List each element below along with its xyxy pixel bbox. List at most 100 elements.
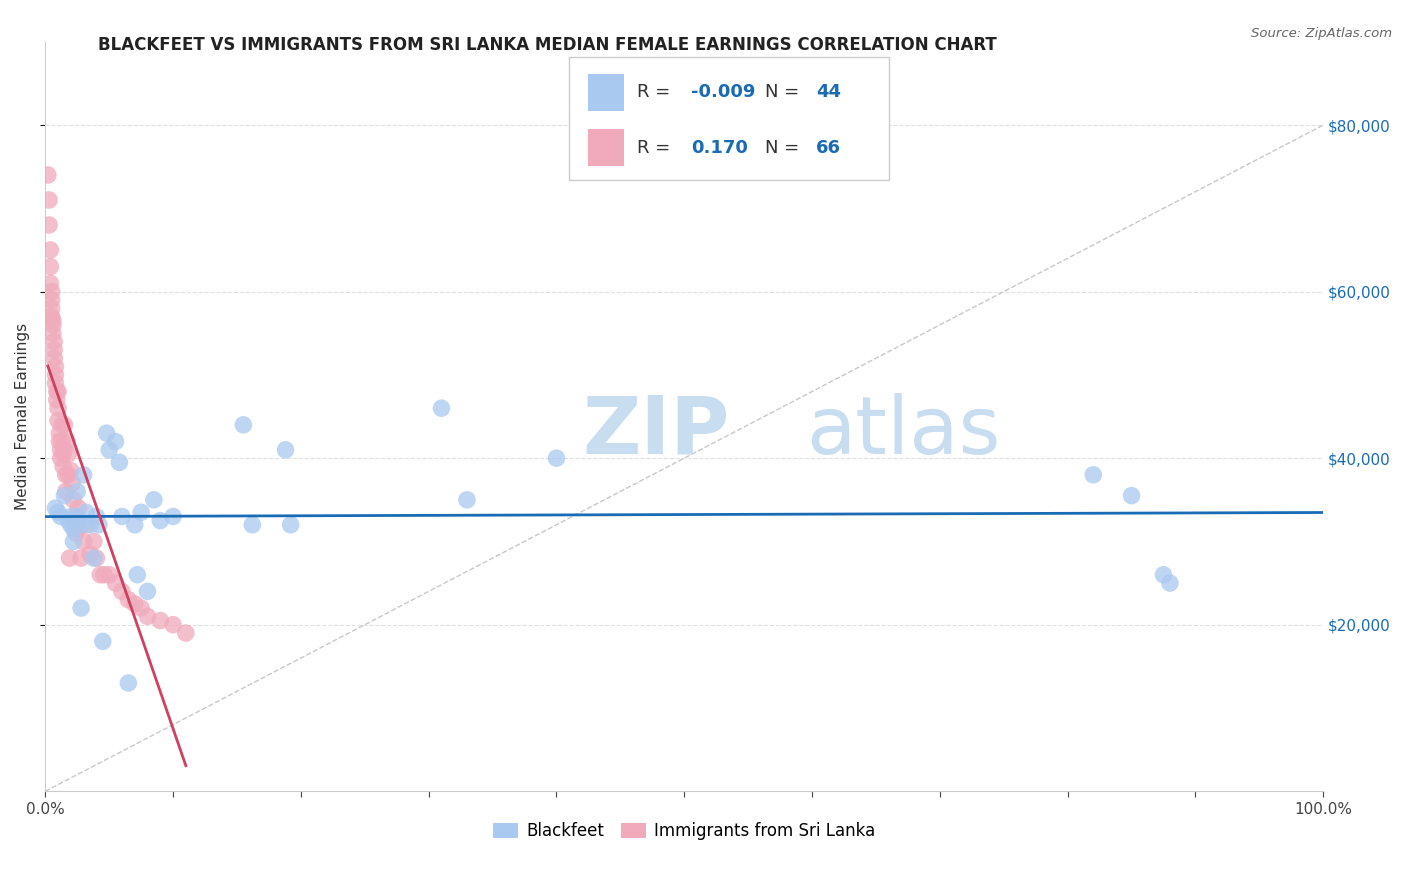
Point [75,517,97,532]
Point [42,318,65,332]
Point [280,517,302,532]
Point [44,368,66,382]
Point [70,551,93,566]
Point [45,384,67,399]
Point [51,434,73,449]
Point [232,417,254,432]
Point [49,451,72,466]
Point [44,351,66,366]
FancyBboxPatch shape [589,128,624,167]
Point [53,442,76,457]
Point [49,509,72,524]
Point [41,301,63,316]
Point [104,434,127,449]
Point [55,484,77,499]
Text: BLACKFEET VS IMMIGRANTS FROM SRI LANKA MEDIAN FEMALE EARNINGS CORRELATION CHART: BLACKFEET VS IMMIGRANTS FROM SRI LANKA M… [98,36,997,54]
Point [66,517,89,532]
Point [62,492,84,507]
Point [124,517,146,532]
Point [62,522,84,536]
Point [48,434,70,449]
Point [53,417,76,432]
Point [83,551,105,566]
Point [104,576,127,591]
Point [41,293,63,307]
Point [136,584,159,599]
Point [58,514,80,528]
Text: R =: R = [637,138,676,157]
Point [98,442,121,457]
Text: N =: N = [765,84,804,102]
Point [53,489,76,503]
Point [37,168,59,182]
Point [70,517,93,532]
Point [39,243,62,257]
Point [38,218,60,232]
Point [39,277,62,291]
Text: N =: N = [765,138,804,157]
Point [42,326,65,341]
Point [174,626,197,640]
Point [44,343,66,357]
Point [39,260,62,274]
Point [162,509,184,524]
Point [51,417,73,432]
Point [46,401,69,416]
Point [149,514,172,528]
Point [58,447,80,461]
FancyBboxPatch shape [589,74,624,112]
Point [46,414,69,428]
Point [1083,467,1105,482]
Point [89,567,111,582]
Point [96,426,118,441]
Point [45,392,67,407]
Point [65,526,87,541]
Point [456,492,478,507]
Point [66,509,89,524]
Point [124,597,146,611]
Point [129,601,152,615]
Point [129,505,152,519]
Point [127,567,149,582]
Point [60,476,83,491]
Point [41,285,63,299]
Point [136,609,159,624]
Point [93,567,115,582]
Text: 44: 44 [815,84,841,102]
Point [79,547,101,561]
Point [48,426,70,441]
Text: -0.009: -0.009 [690,84,755,102]
Text: 66: 66 [815,138,841,157]
Point [42,314,65,328]
FancyBboxPatch shape [569,57,889,180]
Point [58,551,80,566]
Point [240,517,263,532]
Point [86,551,108,566]
Point [41,310,63,324]
Point [546,451,568,466]
Point [59,464,82,478]
Point [69,517,91,532]
Text: R =: R = [637,84,676,102]
Point [44,359,66,374]
Point [1153,567,1175,582]
Point [58,467,80,482]
Point [67,501,90,516]
Legend: Blackfeet, Immigrants from Sri Lanka: Blackfeet, Immigrants from Sri Lanka [486,815,882,847]
Point [66,484,89,499]
Point [274,442,297,457]
Point [83,534,105,549]
Point [1121,489,1143,503]
Point [117,676,139,690]
Point [59,509,82,524]
Point [98,567,121,582]
Point [44,376,66,391]
Text: atlas: atlas [806,392,1000,470]
Point [72,467,94,482]
Point [91,634,114,648]
Point [52,459,75,474]
Point [430,401,453,416]
Text: 0.170: 0.170 [690,138,748,157]
Text: Source: ZipAtlas.com: Source: ZipAtlas.com [1251,27,1392,40]
Point [46,505,69,519]
